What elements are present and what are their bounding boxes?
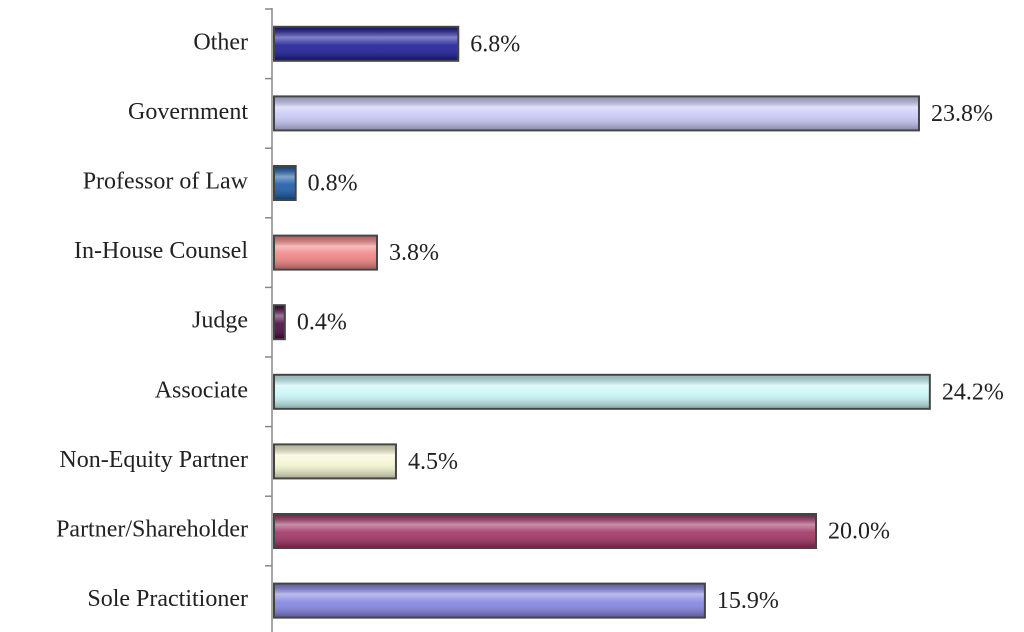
category-label: Partner/Shareholder	[56, 517, 248, 543]
category-label: Judge	[192, 308, 248, 334]
value-label: 3.8%	[389, 240, 439, 266]
category-label: Government	[128, 99, 248, 125]
bar-shine	[275, 445, 395, 478]
bar-shine	[275, 306, 284, 339]
bar-shine	[275, 236, 376, 269]
value-label: 23.8%	[931, 101, 993, 127]
value-label: 20.0%	[828, 519, 890, 545]
value-label: 4.5%	[408, 449, 458, 475]
category-label: Non-Equity Partner	[59, 447, 248, 473]
value-label: 24.2%	[942, 379, 1004, 405]
value-label: 15.9%	[717, 588, 779, 614]
bar-shine	[275, 375, 929, 408]
bar-shine	[275, 515, 815, 547]
bar-shine	[275, 97, 918, 130]
category-label: Other	[193, 29, 248, 55]
category-label: Sole Practitioner	[87, 586, 248, 612]
category-label: Associate	[155, 377, 248, 403]
bar-shine	[275, 27, 458, 60]
value-label: 6.8%	[470, 31, 520, 57]
category-label: In-House Counsel	[74, 238, 248, 264]
bar-shine	[275, 167, 295, 199]
value-label: 0.4%	[297, 310, 347, 336]
category-label: Professor of Law	[83, 169, 249, 195]
value-label: 0.8%	[308, 171, 358, 197]
bar-shine	[275, 584, 704, 617]
